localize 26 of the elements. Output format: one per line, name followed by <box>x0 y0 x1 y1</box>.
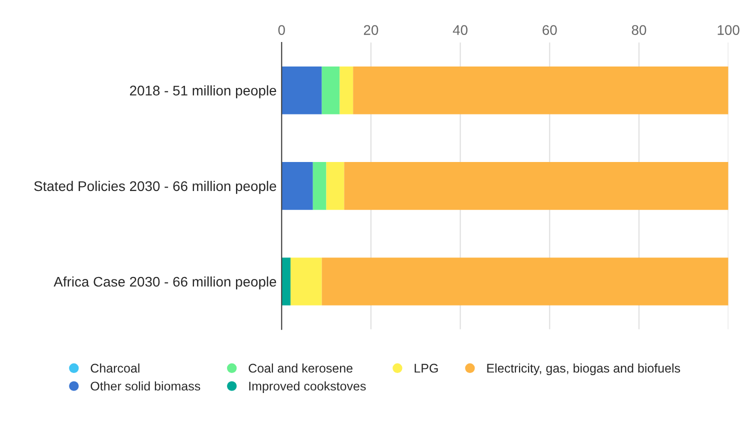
bar <box>282 258 291 306</box>
x-tick-label: 0 <box>278 25 285 35</box>
y-tick-label: Africa Case 2030 - 66 million people <box>54 276 276 290</box>
x-tick-label: 80 <box>632 25 646 35</box>
legend-label: Charcoal <box>90 363 140 373</box>
y-tick-label: Stated Policies 2030 - 66 million people <box>34 180 276 194</box>
bar <box>344 162 728 210</box>
bar <box>290 258 322 306</box>
legend-label: LPG <box>414 364 438 373</box>
y-tick-label: 2018 - 51 million people <box>130 85 276 98</box>
legend-label: Electricity, gas, biogas and biofuels <box>487 363 680 376</box>
x-tick-label: 40 <box>452 25 468 35</box>
bar <box>326 162 344 210</box>
bar <box>322 66 340 114</box>
bar <box>340 66 354 114</box>
bar <box>353 66 728 114</box>
bar <box>282 66 322 114</box>
x-tick-label: 60 <box>542 25 557 35</box>
legend-label: Other solid biomass <box>90 381 200 391</box>
bar <box>322 258 728 306</box>
x-tick-label: 20 <box>364 25 378 35</box>
legend-label: Improved cookstoves <box>249 381 366 394</box>
legend-label: Coal and kerosene <box>248 363 352 373</box>
bar <box>312 162 326 210</box>
bar <box>282 162 313 210</box>
x-tick-label: 100 <box>718 25 740 35</box>
